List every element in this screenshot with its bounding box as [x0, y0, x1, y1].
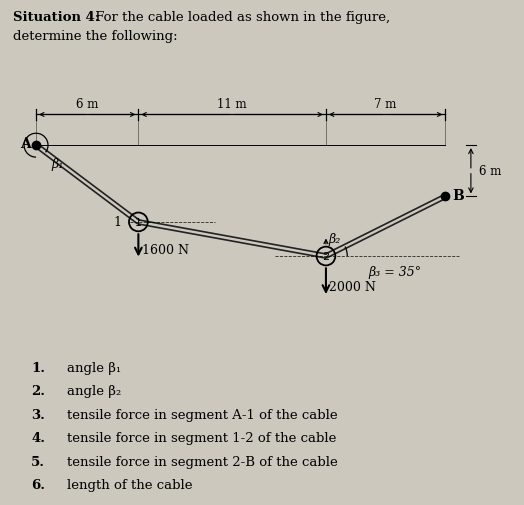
Text: 5.: 5. [31, 455, 45, 468]
Text: 7 m: 7 m [375, 98, 397, 111]
Text: length of the cable: length of the cable [67, 479, 192, 491]
Text: 2.: 2. [31, 385, 45, 397]
Text: 2: 2 [322, 251, 330, 262]
Text: determine the following:: determine the following: [13, 30, 178, 43]
Text: 4.: 4. [31, 431, 45, 444]
Text: For the cable loaded as shown in the figure,: For the cable loaded as shown in the fig… [91, 11, 390, 24]
Text: 1: 1 [135, 218, 142, 227]
Text: angle β₁: angle β₁ [67, 361, 121, 374]
Text: 6 m: 6 m [76, 98, 99, 111]
Text: 6.: 6. [31, 479, 45, 491]
Text: 3.: 3. [31, 408, 45, 421]
Text: 1600 N: 1600 N [142, 243, 189, 256]
Text: tensile force in segment 2-B of the cable: tensile force in segment 2-B of the cabl… [67, 455, 337, 468]
Text: A: A [20, 137, 31, 151]
Text: angle β₂: angle β₂ [67, 385, 121, 397]
Text: tensile force in segment 1-2 of the cable: tensile force in segment 1-2 of the cabl… [67, 431, 336, 444]
Text: 11 m: 11 m [217, 98, 247, 111]
Text: Situation 4:: Situation 4: [13, 11, 100, 24]
Text: β₁: β₁ [51, 158, 63, 171]
Text: 1.: 1. [31, 361, 45, 374]
Text: 1: 1 [114, 216, 122, 229]
Text: 2000 N: 2000 N [330, 281, 376, 293]
Text: tensile force in segment A-1 of the cable: tensile force in segment A-1 of the cabl… [67, 408, 337, 421]
Text: B: B [452, 188, 464, 202]
Text: 6 m: 6 m [479, 165, 502, 178]
Text: β₂: β₂ [329, 232, 341, 245]
Text: β₃ = 35°: β₃ = 35° [368, 265, 422, 278]
